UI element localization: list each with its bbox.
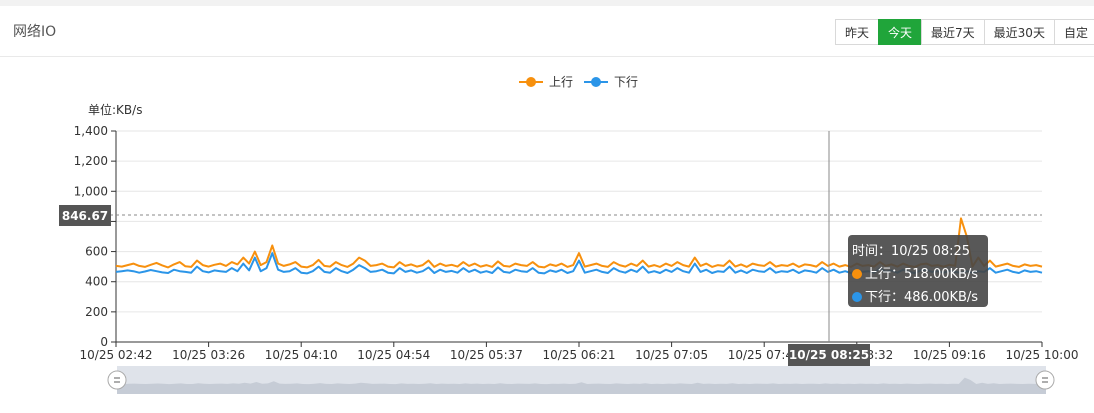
tooltip-upload-dot bbox=[852, 269, 862, 279]
x-tick-label: 10/25 06:21 bbox=[543, 348, 616, 362]
tooltip-upload-row: 上行：518.00KB/s bbox=[852, 263, 984, 286]
zoom-handle-right[interactable] bbox=[1035, 370, 1055, 390]
x-tick-label: 10/25 02:42 bbox=[80, 348, 153, 362]
legend-item-download[interactable]: 下行 bbox=[584, 75, 638, 89]
crosshair-x-label: 10/25 08:25 bbox=[789, 348, 869, 362]
legend: 上行 下行 bbox=[519, 75, 638, 89]
legend-upload-dot bbox=[526, 77, 536, 87]
x-tick-label: 10/25 03:26 bbox=[172, 348, 245, 362]
legend-item-upload[interactable]: 上行 bbox=[519, 75, 573, 89]
y-tick-label: 1,400 bbox=[74, 124, 108, 138]
panel-title: 网络IO bbox=[13, 24, 57, 40]
y-tick-label: 1,200 bbox=[74, 154, 108, 168]
range-button-group: 昨天 今天 最近7天 最近30天 自定 bbox=[835, 19, 1094, 45]
y-tick-label: 0 bbox=[100, 335, 108, 349]
range-button-30days[interactable]: 最近30天 bbox=[983, 19, 1055, 45]
legend-upload-label: 上行 bbox=[549, 75, 573, 89]
tooltip-upload-value: 上行：518.00KB/s bbox=[865, 267, 979, 282]
legend-download-dot bbox=[591, 77, 601, 87]
zoom-handle-left[interactable] bbox=[107, 370, 127, 390]
tooltip: 时间：10/25 08:25 上行：518.00KB/s 下行：486.00KB… bbox=[848, 235, 988, 307]
tooltip-download-row: 下行：486.00KB/s bbox=[852, 286, 984, 309]
y-tick-label: 600 bbox=[85, 245, 108, 259]
y-tick-label: 400 bbox=[85, 275, 108, 289]
x-tick-label: 10/25 04:10 bbox=[265, 348, 338, 362]
legend-download-label: 下行 bbox=[614, 75, 638, 89]
crosshair-y-label: 846.67 bbox=[62, 209, 108, 223]
tooltip-download-value: 下行：486.00KB/s bbox=[865, 290, 979, 305]
crosshair-x-label-box bbox=[788, 344, 870, 366]
range-button-today[interactable]: 今天 bbox=[878, 19, 923, 45]
y-tick-label: 1,000 bbox=[74, 184, 108, 198]
x-tick-label: 10/25 09:16 bbox=[913, 348, 986, 362]
x-tick-label: 10/25 07:49 bbox=[728, 348, 801, 362]
top-strip bbox=[0, 0, 1094, 6]
x-tick-label: 10/25 10:00 bbox=[1006, 348, 1079, 362]
tooltip-download-dot bbox=[852, 292, 862, 302]
x-axis: 10/25 02:42 10/25 03:26 10/25 04:10 10/25 0… bbox=[80, 341, 1079, 362]
x-tick-label: 10/25 07:05 bbox=[635, 348, 708, 362]
tooltip-time: 时间：10/25 08:25 bbox=[852, 244, 971, 259]
range-button-custom[interactable]: 自定 bbox=[1053, 19, 1094, 45]
x-tick-label: 10/25 05:37 bbox=[450, 348, 523, 362]
header-divider bbox=[0, 56, 1094, 57]
crosshair-y-label-box bbox=[59, 205, 111, 226]
y-tick-label: 200 bbox=[85, 305, 108, 319]
data-zoom-slider[interactable] bbox=[107, 366, 1055, 394]
y-unit-label: 单位:KB/s bbox=[88, 102, 142, 117]
zoom-preview-area bbox=[117, 377, 1046, 394]
x-tick-label: 10/25 04:54 bbox=[357, 348, 430, 362]
